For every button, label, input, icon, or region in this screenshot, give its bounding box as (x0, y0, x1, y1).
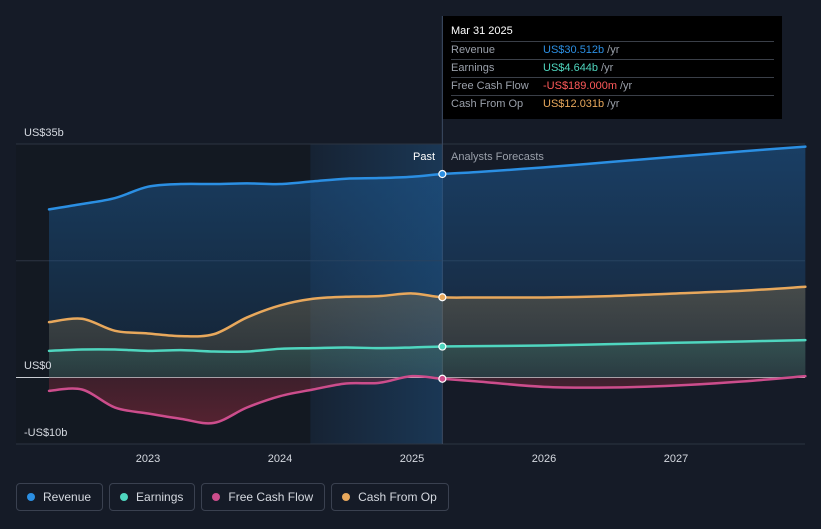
legend-item-cash-from-op[interactable]: Cash From Op (331, 483, 449, 511)
tooltip-label: Revenue (451, 44, 496, 56)
legend-label: Cash From Op (358, 490, 437, 504)
tooltip-unit: /yr (601, 62, 614, 74)
legend-item-earnings[interactable]: Earnings (109, 483, 196, 511)
series-line-cash-from-op (47, 285, 807, 338)
tooltip-row-free-cash-flow: Free Cash Flow -US$189.000m /yr (451, 77, 774, 95)
series-line-revenue (47, 145, 807, 211)
point-marker-revenue (438, 169, 447, 179)
tooltip-value: US$30.512b (543, 44, 605, 56)
series-line-earnings (47, 338, 807, 353)
x-tick-label: 2026 (532, 453, 556, 465)
legend-dot-icon (27, 493, 35, 501)
x-tick-label: 2025 (400, 453, 424, 465)
y-tick-label: US$35b (24, 127, 64, 139)
tooltip-value: US$4.644b (543, 62, 599, 74)
series-line-free-cash-flow (47, 374, 807, 425)
y-tick-label: US$0 (24, 360, 52, 372)
tooltip-value: -US$189.000m (543, 80, 617, 92)
tooltip: Mar 31 2025 Revenue US$30.512b /yr Earni… (443, 16, 782, 119)
point-marker-cash-from-op (438, 293, 447, 302)
series-area-earnings (49, 340, 806, 378)
legend-item-revenue[interactable]: Revenue (16, 483, 104, 511)
tooltip-unit: /yr (607, 98, 620, 110)
legend-dot-icon (120, 493, 129, 501)
legend-label: Revenue (43, 490, 92, 504)
y-tick-label: -US$10b (24, 427, 67, 439)
tooltip-row-earnings: Earnings US$4.644b /yr (451, 59, 774, 77)
point-marker-earnings (438, 342, 447, 351)
point-marker-free-cash-flow (438, 374, 447, 383)
tooltip-label: Earnings (451, 62, 495, 74)
tooltip-row-revenue: Revenue US$30.512b /yr (451, 41, 774, 59)
legend-label: Free Cash Flow (228, 490, 314, 504)
forecast-label: Analysts Forecasts (451, 151, 544, 163)
tooltip-date: Mar 31 2025 (451, 25, 513, 37)
tooltip-unit: /yr (607, 44, 620, 56)
tooltip-label: Cash From Op (451, 98, 524, 110)
tooltip-label: Free Cash Flow (451, 80, 529, 92)
legend-dot-icon (212, 493, 221, 501)
x-tick-label: 2024 (268, 453, 292, 465)
past-label: Past (413, 151, 435, 163)
tooltip-value: US$12.031b (543, 98, 605, 110)
x-tick-label: 2023 (136, 453, 160, 465)
legend: Revenue Earnings Free Cash Flow Cash Fro… (16, 483, 449, 511)
tooltip-row-cash-from-op: Cash From Op US$12.031b /yr (451, 95, 774, 113)
legend-item-free-cash-flow[interactable]: Free Cash Flow (201, 483, 326, 511)
legend-label: Earnings (136, 490, 184, 504)
tooltip-unit: /yr (620, 80, 633, 92)
x-tick-label: 2027 (664, 453, 688, 465)
legend-dot-icon (342, 493, 351, 501)
